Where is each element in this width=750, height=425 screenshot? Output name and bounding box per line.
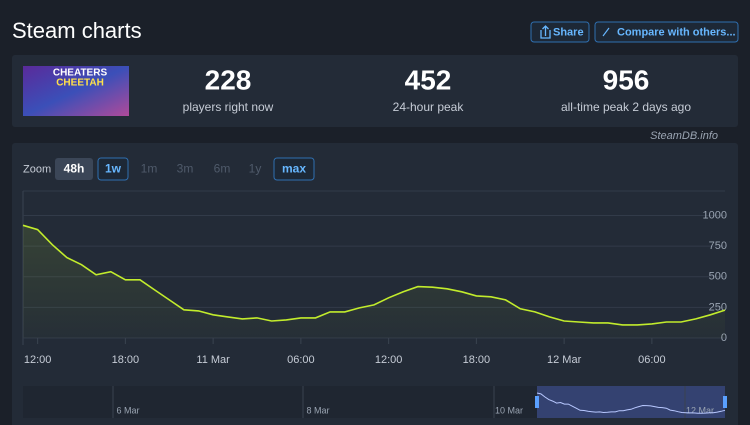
compare-label: Compare with others... [617,26,736,38]
line [22,224,726,326]
zoom-button[interactable] [97,157,129,181]
game-image-text: CHEATERS [53,68,108,79]
stat-value: 452 [405,64,452,95]
zoom-option[interactable]: 1w [105,162,122,176]
zoom-option[interactable]: 3m [177,162,194,176]
y-tick-label: 750 [709,240,727,252]
compare-button[interactable] [594,21,739,43]
chart-panel [12,143,738,425]
game-image-text: CHEETAH [56,78,104,89]
stat-label: players right now [183,100,274,114]
navigator-handle[interactable] [535,396,539,408]
credit: SteamDB.info [650,130,718,142]
x-tick-label: 06:00 [287,354,315,366]
zoom-label: Zoom [23,163,51,175]
zoom-option[interactable]: max [282,162,306,176]
zoom-button[interactable] [273,157,315,181]
area [23,225,725,338]
share-label: Share [553,26,584,38]
x-tick-label: 06:00 [638,354,666,366]
x-tick-label: 12:00 [24,354,52,366]
zoom-option[interactable]: 1y [249,162,262,176]
stat-label: all-time peak 2 days ago [561,100,691,114]
stats-panel [12,55,738,127]
zoom-option[interactable]: 6m [214,162,231,176]
page-title: Steam charts [12,18,142,43]
share-icon [540,25,551,39]
navigator-label: 6 Mar [116,405,139,415]
stat-value: 228 [205,64,252,95]
x-tick-label: 18:00 [112,354,140,366]
stat-label: 24-hour peak [393,100,465,114]
game-image[interactable] [23,66,129,116]
y-tick-label: 500 [709,271,727,283]
stat-value: 956 [603,64,650,95]
navigator-label: 8 Mar [306,405,329,415]
zoom-option[interactable]: 48h [64,162,85,176]
navigator-label: 10 Mar [495,405,523,415]
x-tick-label: 12:00 [375,354,403,366]
navigator-handle[interactable] [723,396,727,408]
x-tick-label: 12 Mar [547,354,582,366]
x-tick-label: 18:00 [463,354,491,366]
x-tick-label: 11 Mar [196,354,230,366]
zoom-option[interactable]: 1m [141,162,158,176]
compare-icon [602,27,610,37]
zoom-button[interactable] [55,158,93,180]
y-tick-label: 1000 [703,209,727,221]
navigator-label: 12 Mar [686,405,714,415]
navigator-line [536,392,726,414]
